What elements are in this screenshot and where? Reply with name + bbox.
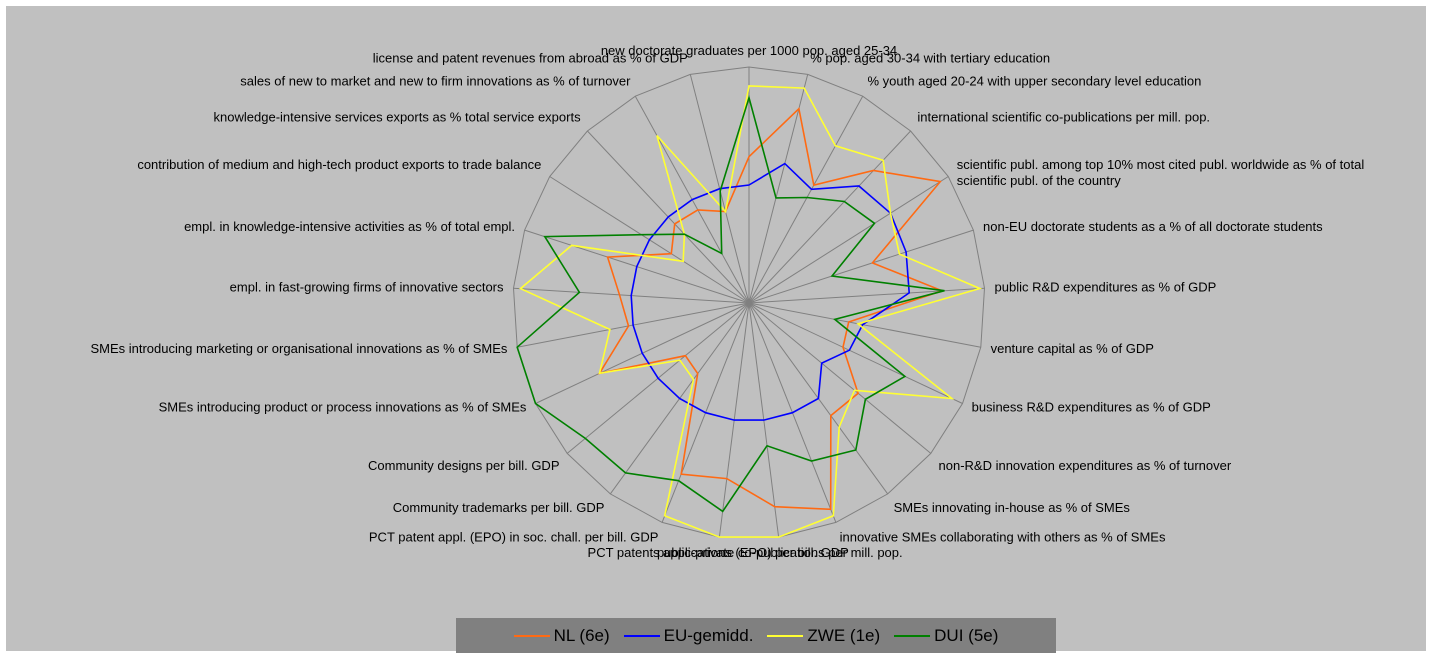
axis-label-line: empl. in fast-growing firms of innovativ…: [230, 280, 504, 295]
axis-label-line: SMEs innovating in-house as % of SMEs: [894, 500, 1131, 515]
legend-label: NL (6e): [553, 625, 610, 645]
axis-label: non-R&D innovation expenditures as % of …: [939, 458, 1232, 473]
axis-label-line: international scientific co-publications…: [917, 110, 1210, 125]
axis-label: new doctorate graduates per 1000 pop. ag…: [601, 43, 897, 58]
axis-label: empl. in fast-growing firms of innovativ…: [230, 280, 504, 295]
spoke-line: [748, 74, 809, 304]
axis-label: knowledge-intensive services exports as …: [214, 110, 582, 125]
axis-label-line: public-private co-publications per mill.…: [657, 545, 903, 560]
axis-label-line: SMEs introducing product or process inno…: [159, 400, 527, 415]
spoke-line: [748, 287, 985, 304]
series-line: [630, 162, 911, 421]
axis-label-line: scientific publ. of the country: [957, 173, 1122, 188]
axis-label: contribution of medium and high-tech pro…: [137, 157, 541, 172]
spoke-line: [748, 302, 963, 404]
axis-label-line: PCT patents applications (EPO) per bill.…: [588, 545, 849, 560]
legend-item: DUI (5e): [894, 626, 998, 646]
axis-label: public R&D expenditures as % of GDP: [995, 280, 1217, 295]
axis-label-line: % pop. aged 30-34 with tertiary educatio…: [810, 51, 1050, 66]
axis-label-line: innovative SMEs collaborating with other…: [840, 530, 1166, 545]
legend: NL (6e) EU-gemidd. ZWE (1e) DUI (5e): [456, 618, 1056, 653]
axis-label: scientific publ. among top 10% most cite…: [957, 157, 1365, 188]
series-line: [519, 85, 983, 538]
axis-label: venture capital as % of GDP: [991, 341, 1154, 356]
axis-label: PCT patents applications (EPO) per bill.…: [588, 545, 849, 560]
axis-label: business R&D expenditures as % of GDP: [972, 400, 1211, 415]
axis-label: SMEs introducing product or process inno…: [159, 400, 527, 415]
axis-label: % youth aged 20-24 with upper secondary …: [868, 73, 1202, 88]
axis-label-line: SMEs introducing marketing or organisati…: [90, 341, 507, 356]
spoke-line: [748, 302, 932, 454]
axis-label-line: empl. in knowledge-intensive activities …: [184, 219, 515, 234]
series-line: [597, 107, 945, 511]
radar-chart: new doctorate graduates per 1000 pop. ag…: [90, 43, 1365, 560]
legend-swatch: [767, 634, 804, 637]
axis-label-line: new doctorate graduates per 1000 pop. ag…: [601, 43, 897, 58]
axis-label-line: scientific publ. among top 10% most cite…: [957, 157, 1365, 172]
axis-label: Community designs per bill. GDP: [368, 458, 559, 473]
spoke-line: [748, 95, 864, 304]
axis-label: international scientific co-publications…: [917, 110, 1210, 125]
spoke-line: [748, 229, 974, 304]
axis-label: PCT patent appl. (EPO) in soc. chall. pe…: [369, 530, 659, 545]
axis-label: Community trademarks per bill. GDP: [393, 500, 605, 515]
axis-label-line: % youth aged 20-24 with upper secondary …: [868, 73, 1202, 88]
axis-label: license and patent revenues from abroad …: [373, 51, 688, 66]
legend-item: NL (6e): [513, 625, 610, 646]
axis-label-line: sales of new to market and new to firm i…: [240, 73, 631, 88]
axis-label-line: non-R&D innovation expenditures as % of …: [939, 458, 1232, 473]
legend-label: ZWE (1e): [807, 625, 881, 645]
axis-label: sales of new to market and new to firm i…: [240, 73, 631, 88]
axis-label-line: knowledge-intensive services exports as …: [214, 110, 582, 125]
axis-label-line: public R&D expenditures as % of GDP: [995, 280, 1217, 295]
legend-swatch: [623, 634, 660, 637]
axis-label-line: license and patent revenues from abroad …: [373, 51, 688, 66]
axis-label: innovative SMEs collaborating with other…: [840, 530, 1166, 545]
axis-label-line: Community trademarks per bill. GDP: [393, 500, 605, 515]
series-line: [516, 94, 945, 513]
chart-area: new doctorate graduates per 1000 pop. ag…: [6, 6, 1426, 653]
legend-item: EU-gemidd.: [623, 625, 754, 646]
legend-swatch: [513, 634, 550, 637]
axis-label-line: PCT patent appl. (EPO) in soc. chall. pe…: [369, 530, 659, 545]
legend-swatch: [894, 634, 931, 637]
axis-label-line: contribution of medium and high-tech pro…: [137, 157, 541, 172]
axis-label: SMEs innovating in-house as % of SMEs: [894, 500, 1131, 515]
spoke-line: [748, 302, 981, 348]
axis-label: empl. in knowledge-intensive activities …: [184, 219, 515, 234]
axis-label: % pop. aged 30-34 with tertiary educatio…: [810, 51, 1050, 66]
legend-label: EU-gemidd.: [663, 625, 754, 645]
spoke-line: [748, 176, 949, 304]
axis-label-line: business R&D expenditures as % of GDP: [972, 400, 1211, 415]
legend-item: ZWE (1e): [767, 626, 880, 646]
axis-label-line: non-EU doctorate students as a % of all …: [983, 219, 1323, 234]
legend-label: DUI (5e): [934, 625, 999, 645]
axis-label: public-private co-publications per mill.…: [657, 545, 903, 560]
axis-label-line: Community designs per bill. GDP: [368, 458, 559, 473]
axis-label: SMEs introducing marketing or organisati…: [90, 341, 507, 356]
axis-label-line: venture capital as % of GDP: [991, 341, 1154, 356]
axis-label: non-EU doctorate students as a % of all …: [983, 219, 1323, 234]
